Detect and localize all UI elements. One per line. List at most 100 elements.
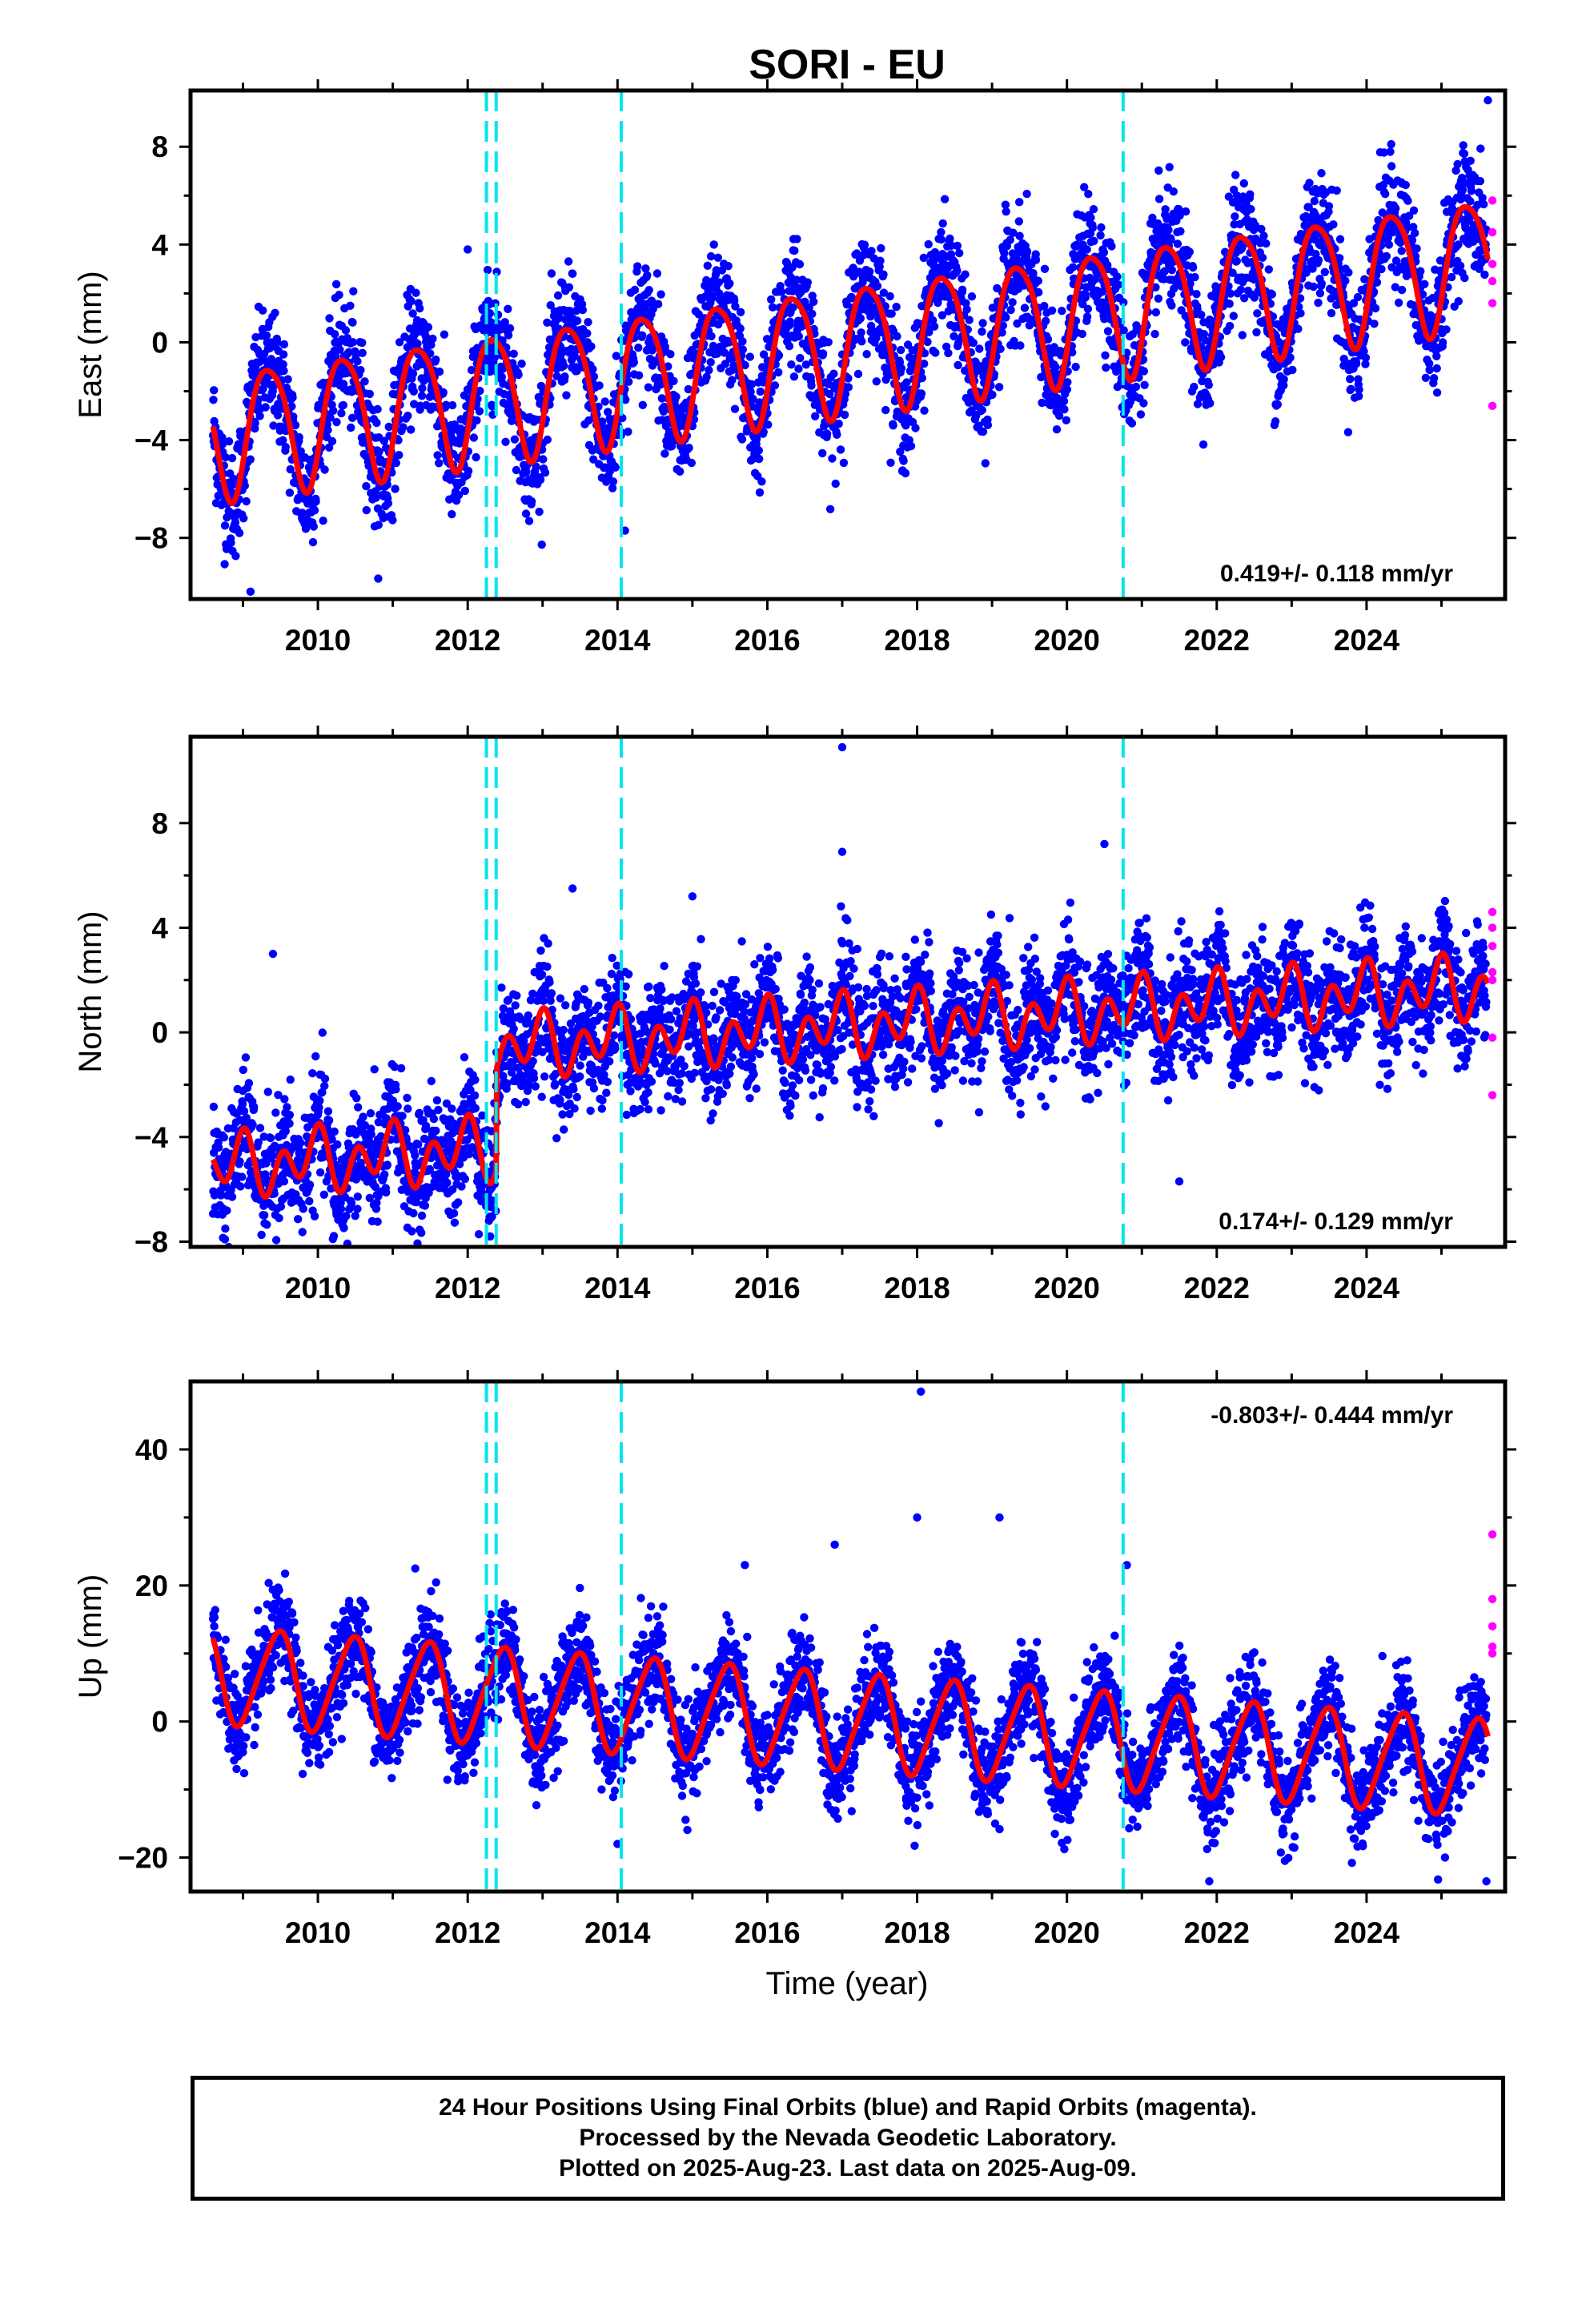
data-point (657, 394, 666, 403)
data-point (1329, 220, 1338, 229)
data-point (822, 429, 832, 438)
data-point (1382, 251, 1391, 261)
data-point (536, 475, 545, 485)
data-point (920, 406, 929, 415)
data-point (380, 1170, 389, 1179)
data-point (498, 364, 508, 373)
x-tick-label: 2014 (584, 624, 651, 657)
data-point (460, 1175, 469, 1184)
data-point (1341, 276, 1350, 285)
data-point (1335, 235, 1345, 243)
data-point (435, 367, 444, 376)
data-point (801, 297, 809, 306)
data-point (836, 445, 845, 454)
data-point (572, 366, 581, 376)
data-point (323, 1107, 333, 1116)
data-point (535, 507, 544, 517)
data-point (633, 262, 642, 271)
data-point (271, 1108, 280, 1117)
data-point (448, 1104, 456, 1113)
data-point (325, 314, 334, 323)
data-point (1154, 166, 1163, 175)
data-point (978, 405, 987, 415)
data-point (1459, 141, 1468, 150)
data-point (785, 317, 794, 326)
data-point (1015, 198, 1024, 207)
data-point (1185, 247, 1195, 256)
data-point (583, 329, 592, 338)
data-point (359, 1112, 367, 1121)
data-point (865, 267, 874, 276)
data-point (967, 292, 977, 301)
data-point (1150, 329, 1159, 339)
data-point (336, 1204, 346, 1213)
data-point (1097, 223, 1106, 232)
data-point (1165, 163, 1174, 171)
data-point (404, 1104, 412, 1113)
data-point (965, 316, 974, 324)
data-point (1327, 308, 1336, 318)
data-point (1226, 289, 1235, 298)
data-point (1239, 179, 1249, 188)
data-point (263, 1248, 271, 1256)
data-point (1088, 223, 1098, 232)
data-point (745, 352, 754, 361)
data-point (403, 1093, 412, 1103)
data-point (919, 253, 929, 263)
data-point (382, 1188, 391, 1197)
data-point (1058, 307, 1066, 316)
data-point (1273, 400, 1283, 409)
y-tick-label: 4 (151, 228, 168, 261)
data-point (413, 340, 422, 348)
data-point (411, 1151, 420, 1160)
data-point (713, 253, 722, 262)
data-point (1113, 272, 1122, 281)
data-point (917, 373, 927, 383)
data-point (373, 1217, 382, 1226)
plot-area (208, 737, 1497, 1256)
data-point (1188, 263, 1198, 272)
data-point (755, 454, 764, 464)
data-point (1309, 282, 1318, 292)
data-point (1176, 227, 1185, 235)
data-point (1466, 197, 1475, 206)
panel-north: 2010 2012 2014 2016 2018 2020 2022 2024840−4−8N… (73, 726, 1516, 1305)
data-point (1386, 147, 1395, 156)
data-point (738, 345, 747, 354)
data-point (1391, 204, 1400, 213)
data-point (756, 387, 765, 396)
data-point (1466, 156, 1475, 165)
data-point (725, 279, 734, 288)
data-point (1416, 267, 1425, 275)
data-point (911, 424, 920, 432)
data-point (621, 396, 630, 404)
data-point (417, 392, 427, 400)
data-point (660, 402, 669, 412)
data-point (724, 262, 733, 271)
data-point (1015, 231, 1024, 240)
data-point (877, 243, 885, 253)
data-point (747, 380, 756, 389)
data-point (1355, 385, 1363, 394)
data-point (630, 285, 640, 295)
data-point (354, 1103, 363, 1112)
data-point (608, 484, 617, 493)
data-point (524, 517, 534, 525)
data-point (416, 401, 425, 410)
data-point (988, 390, 997, 400)
data-point (510, 435, 520, 444)
data-point (414, 1140, 423, 1149)
data-point (661, 449, 669, 458)
data-point (595, 381, 604, 390)
data-point (637, 331, 647, 340)
data-point (634, 371, 644, 380)
data-point (273, 411, 283, 420)
data-point (1387, 139, 1395, 149)
data-point (1346, 375, 1355, 384)
data-point (887, 309, 896, 318)
data-point (634, 344, 643, 352)
data-point (1114, 280, 1123, 289)
data-point (1190, 382, 1199, 392)
data-point (656, 290, 665, 299)
data-point (1258, 253, 1267, 262)
